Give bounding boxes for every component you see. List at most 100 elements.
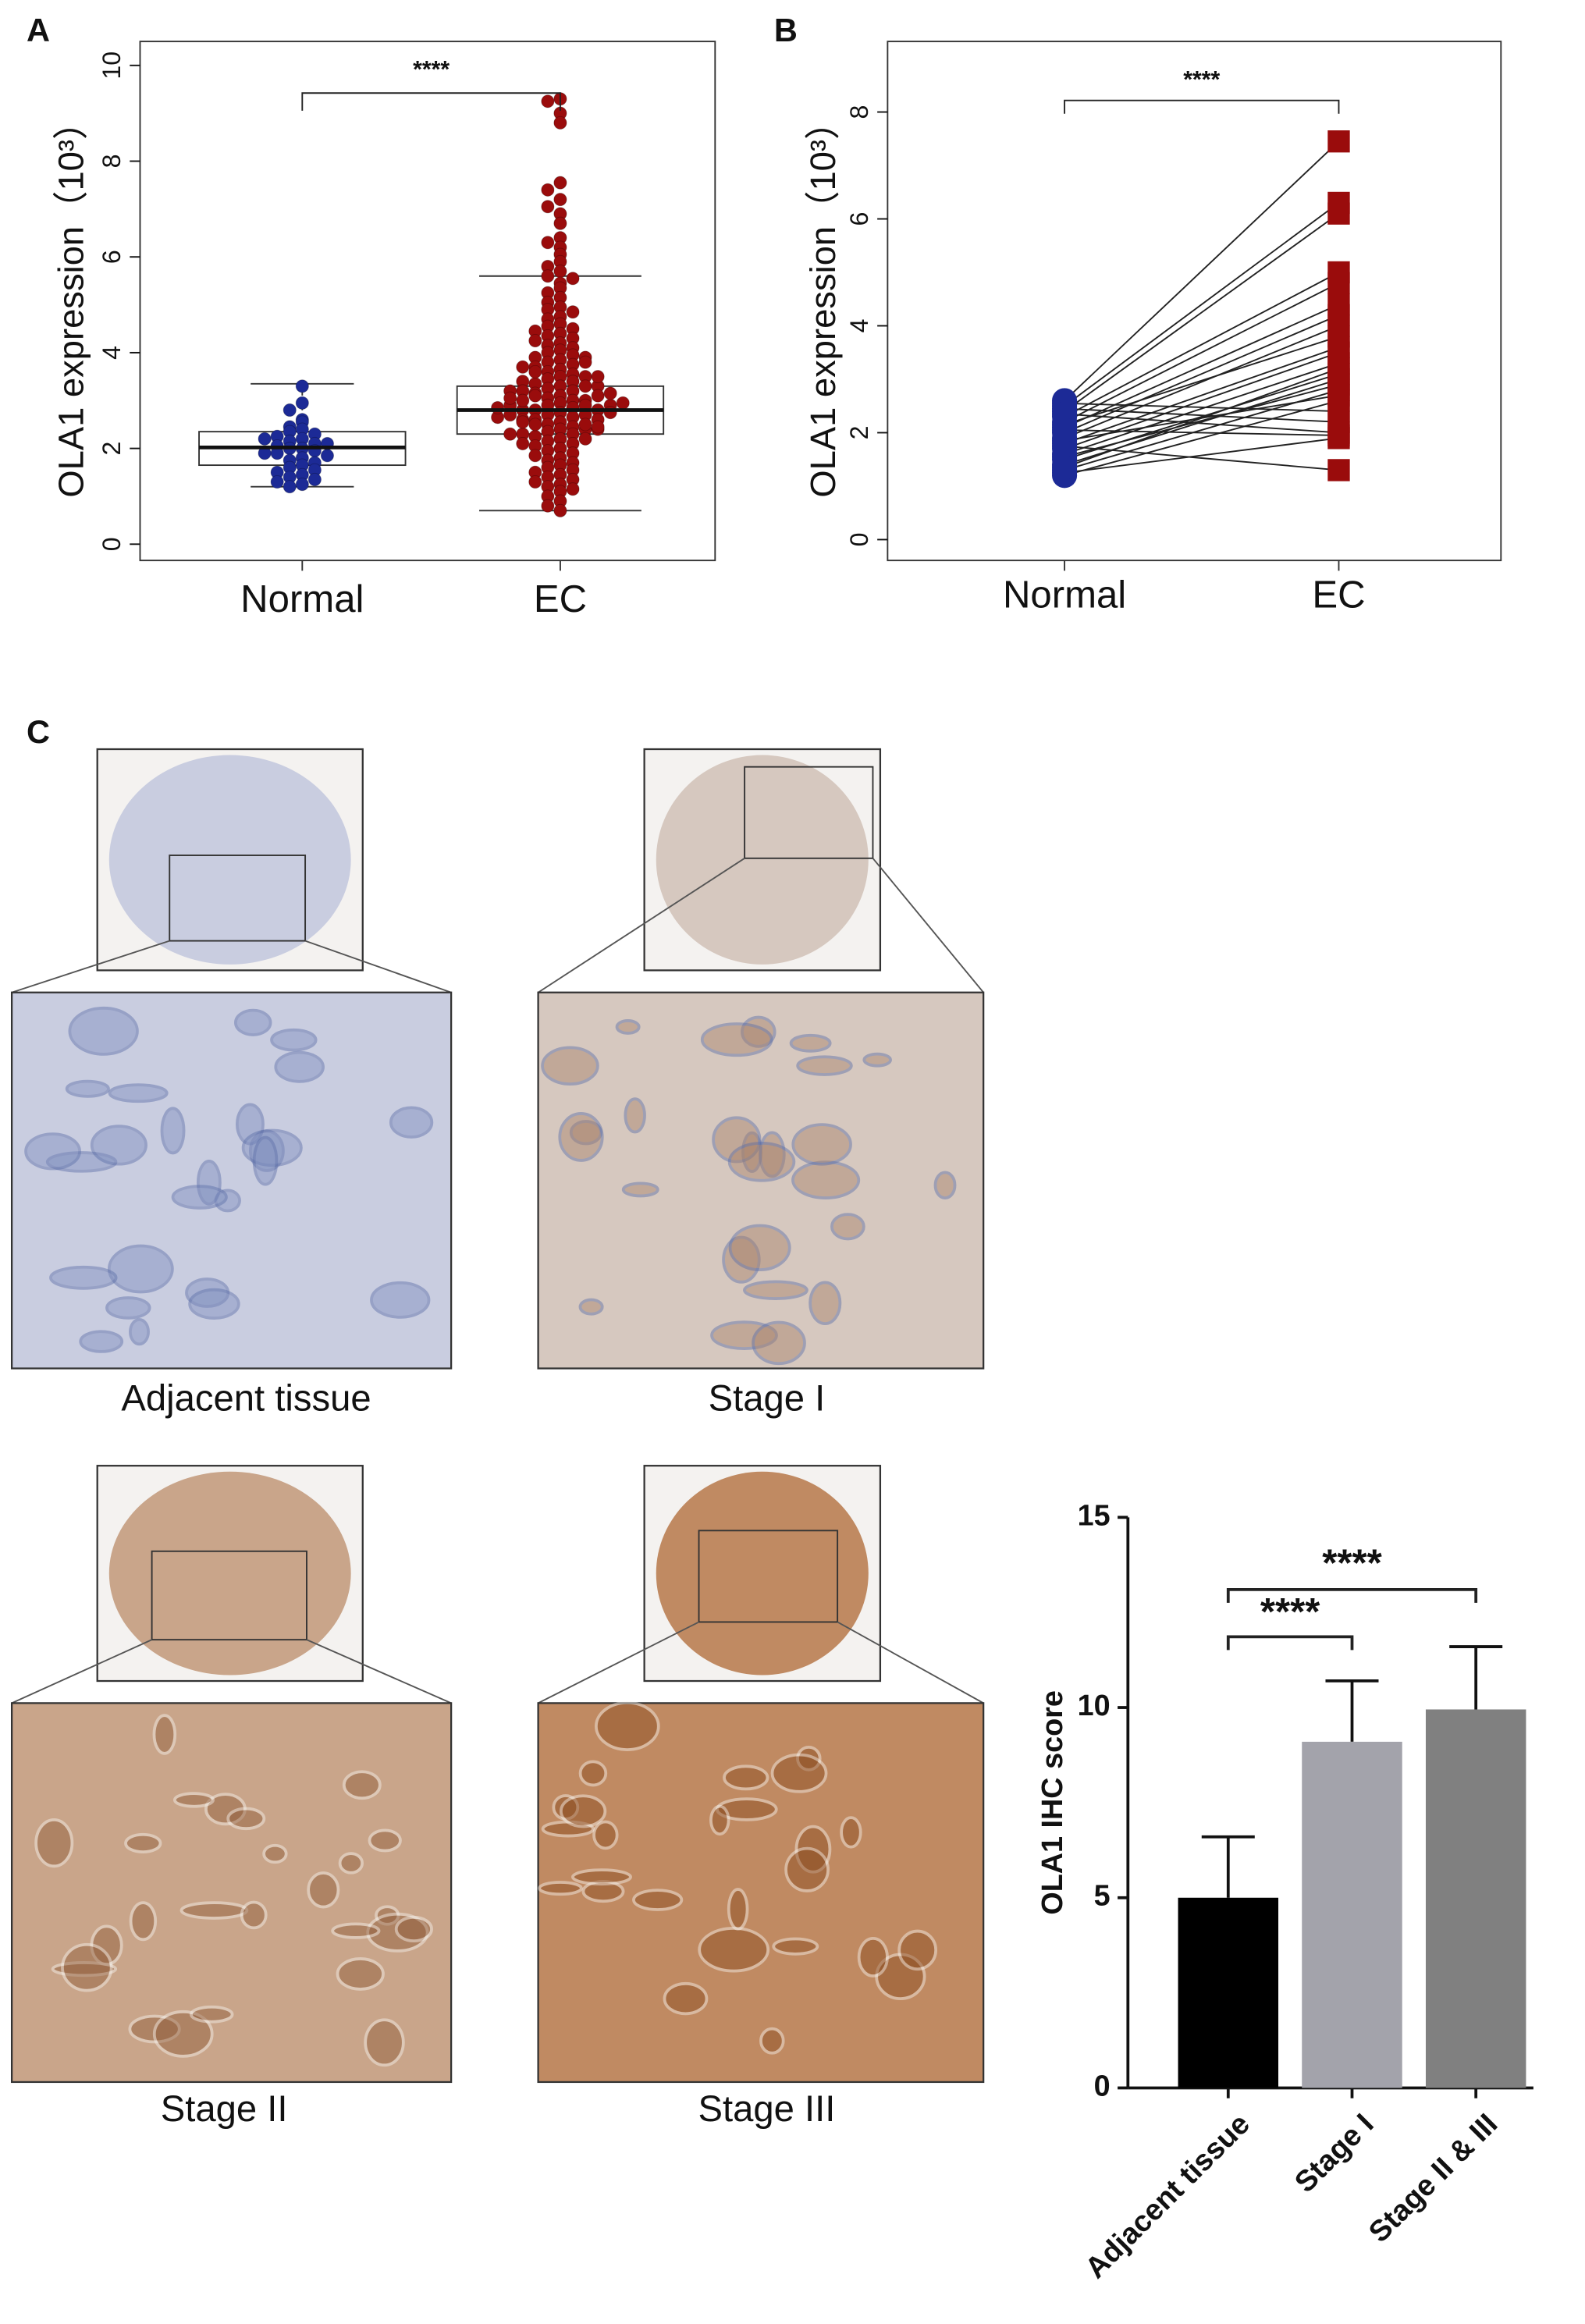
zoom-box: [151, 1550, 307, 1641]
y-tick-label: 10: [98, 52, 126, 80]
pair-line: [1064, 272, 1339, 418]
micrograph-texture: [759, 2027, 785, 2055]
micrograph-texture: [897, 1929, 938, 1971]
zoom-connector: [837, 1621, 984, 1704]
micrograph-texture: [68, 1006, 139, 1056]
y-tick-label: 0: [98, 537, 126, 551]
micrograph-texture: [248, 1129, 285, 1172]
pair-line: [1064, 282, 1339, 423]
data-point: [516, 415, 530, 429]
significance-label: ****: [413, 57, 450, 83]
y-tick-label: 10: [1078, 1690, 1111, 1722]
tissue-core: [108, 755, 351, 965]
zoom-connector: [304, 940, 452, 993]
micrograph-texture: [152, 2010, 214, 2058]
y-tick-label: 0: [845, 533, 873, 547]
zoom-box: [169, 855, 307, 942]
micrograph-texture: [270, 1028, 318, 1052]
data-point: [528, 333, 542, 348]
panel-label: B: [774, 12, 798, 48]
significance-bracket: [301, 92, 561, 111]
data-point: [528, 449, 542, 463]
data-point: [258, 432, 272, 446]
data-point: [516, 393, 530, 407]
x-tick-label: EC: [534, 578, 587, 620]
micrograph-texture: [188, 1288, 240, 1320]
micrograph-texture: [90, 1125, 147, 1166]
micrograph-texture: [34, 1818, 74, 1868]
micrograph-texture: [234, 1008, 272, 1036]
ec-point: [1327, 357, 1350, 380]
ec-point: [1327, 202, 1350, 225]
zoom-connector: [872, 858, 984, 993]
micrograph-texture: [789, 1033, 832, 1053]
data-point: [295, 478, 309, 492]
micrograph-texture: [759, 1131, 786, 1178]
micrograph-texture: [124, 1832, 162, 1854]
micrograph-texture: [172, 1792, 215, 1808]
micrograph-texture: [559, 1794, 607, 1828]
y-tick-label: 0: [1094, 2070, 1111, 2102]
y-tick-label: 4: [845, 319, 873, 333]
zoom-box: [744, 766, 874, 859]
ec-point: [1327, 424, 1350, 447]
ec-point: [1327, 325, 1350, 348]
data-point: [491, 400, 505, 415]
zoom-connector: [11, 940, 170, 993]
y-tick-label: 5: [1094, 1880, 1111, 1913]
data-point: [616, 396, 630, 410]
y-tick-label: 15: [1078, 1499, 1111, 1532]
y-tick-label: 6: [98, 250, 126, 264]
micrograph-texture: [171, 1185, 228, 1210]
micrograph-texture: [370, 1281, 431, 1319]
micrograph-texture: [808, 1281, 842, 1326]
data-point: [566, 305, 580, 319]
bar: [1178, 1897, 1279, 2088]
micrograph-texture: [578, 1298, 604, 1316]
data-point: [578, 355, 592, 369]
pair-line: [1064, 325, 1339, 439]
pair-line: [1064, 383, 1339, 458]
micrograph-texture: [594, 1700, 660, 1751]
micrograph-texture: [107, 1244, 174, 1294]
data-point: [591, 389, 605, 403]
micrograph-texture: [552, 1794, 580, 1821]
micrograph-texture: [541, 1820, 595, 1838]
x-tick-label: Normal: [240, 578, 364, 620]
x-tick-label: Adjacent tissue: [1079, 2108, 1256, 2285]
data-point: [566, 272, 580, 286]
zoom-box: [698, 1530, 839, 1623]
bar: [1425, 1709, 1526, 2088]
micrograph: [537, 1702, 985, 2084]
y-axis-title: OLA1 IHC score: [1036, 1690, 1069, 1915]
micrograph-texture: [741, 1131, 763, 1173]
micrograph-texture: [710, 1320, 778, 1351]
micrograph-texture: [65, 1079, 110, 1098]
data-point: [541, 94, 555, 108]
data-point: [591, 369, 605, 384]
micrograph-texture: [784, 1846, 830, 1892]
micrograph-texture: [741, 1015, 777, 1048]
micrograph-texture: [716, 1797, 778, 1821]
micrograph-texture: [274, 1050, 325, 1083]
pair-line: [1064, 362, 1339, 455]
micrograph-texture: [791, 1160, 861, 1199]
micrograph-texture: [51, 1961, 118, 1978]
data-point: [591, 420, 605, 434]
micrograph: [10, 1702, 453, 2084]
data-point: [307, 472, 322, 487]
pair-line: [1064, 202, 1340, 407]
pair-line: [1064, 437, 1339, 474]
tissue-core: [656, 755, 869, 965]
micrograph-texture: [857, 1936, 889, 1978]
y-tick-label: 2: [845, 426, 873, 440]
data-point: [541, 183, 555, 197]
micrograph-texture: [389, 1106, 434, 1139]
plot-frame: [887, 41, 1502, 562]
micrograph-texture: [875, 1953, 926, 2000]
data-point: [603, 405, 617, 420]
micrograph-texture: [743, 1280, 808, 1300]
micrograph: [10, 991, 453, 1370]
micrograph-texture: [129, 1318, 150, 1346]
